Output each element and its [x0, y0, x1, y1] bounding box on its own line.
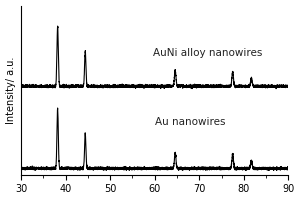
- Text: AuNi alloy nanowires: AuNi alloy nanowires: [154, 48, 263, 58]
- Text: Au nanowires: Au nanowires: [155, 117, 226, 127]
- Y-axis label: Intensity/ a.u.: Intensity/ a.u.: [6, 56, 16, 124]
